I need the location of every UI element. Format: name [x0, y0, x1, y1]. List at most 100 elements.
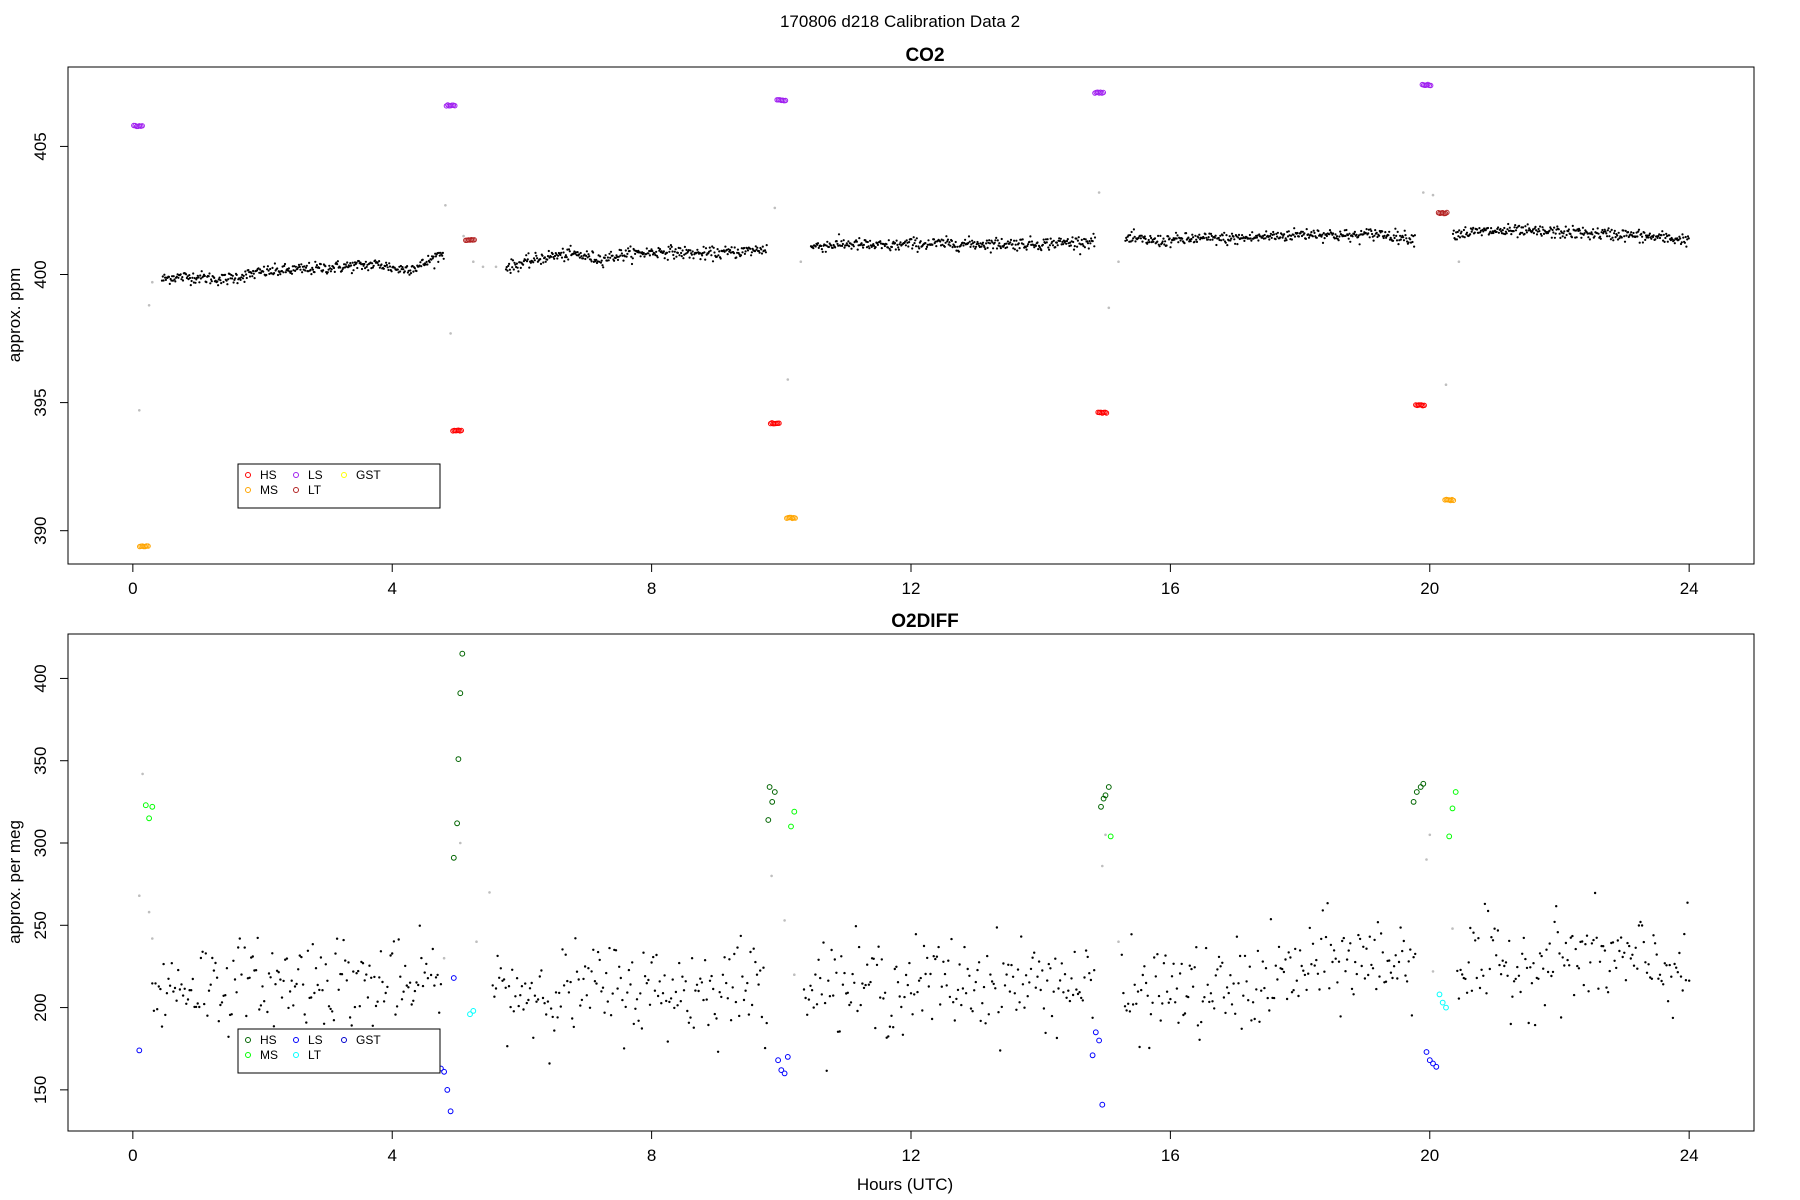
o2diff-sample-point [958, 963, 961, 966]
co2-sample-point [565, 256, 568, 259]
co2-sample-point [1185, 232, 1188, 235]
o2diff-sample-point [1191, 985, 1195, 988]
o2diff-sample-point [969, 1007, 973, 1010]
o2diff-sample-point [815, 1003, 819, 1006]
o2diff-sample-point [373, 975, 376, 979]
o2diff-sample-point [1577, 967, 1581, 970]
o2diff-sample-point [160, 1025, 164, 1028]
o2diff-sample-point [1260, 989, 1263, 992]
o2diff-sample-point [979, 1019, 982, 1023]
co2-sample-point [998, 242, 1001, 245]
co2-transition-point [151, 280, 154, 284]
co2-sample-point [1588, 238, 1591, 241]
co2-sample-point [434, 255, 437, 258]
co2-sample-point [1407, 241, 1410, 244]
o2diff-sample-point [853, 981, 856, 984]
o2diff-sample-point [856, 1009, 859, 1013]
co2-sample-point [385, 263, 388, 267]
co2-sample-point [1561, 235, 1564, 238]
co2-sample-point [718, 250, 721, 253]
o2diff-sample-point [1572, 993, 1576, 997]
co2-sample-point [1528, 227, 1531, 230]
co2-transition-point [1457, 260, 1461, 264]
co2-sample-point [181, 279, 185, 282]
co2-sample-point [160, 279, 164, 282]
o2diff-sample-point [1341, 939, 1344, 943]
co2-sample-point [1083, 246, 1086, 249]
o2diff-calibration-point-hs [1410, 799, 1417, 805]
co2-sample-point [842, 239, 845, 242]
o2diff-sample-point [606, 1000, 609, 1003]
o2diff-sample-point [763, 1046, 767, 1050]
o2diff-sample-point [1049, 967, 1052, 970]
co2-sample-point [831, 246, 834, 249]
co2-sample-point [917, 245, 920, 248]
o2diff-sample-point [645, 982, 648, 985]
o2diff-sample-point [1666, 1000, 1670, 1003]
co2-sample-point [1654, 238, 1657, 241]
o2diff-sample-point [313, 991, 316, 995]
co2-sample-point [645, 247, 648, 250]
co2-sample-point [995, 247, 999, 250]
co2-sample-point [1264, 237, 1267, 240]
o2diff-sample-point [752, 947, 755, 950]
o2diff-sample-point [994, 987, 997, 990]
o2diff-sample-point [319, 956, 323, 959]
o2diff-sample-point [1624, 979, 1628, 982]
co2-sample-point [1131, 239, 1134, 242]
co2-sample-point [683, 245, 687, 248]
o2diff-sample-point [1365, 947, 1368, 950]
co2-sample-point [991, 241, 994, 244]
co2-sample-point [589, 258, 592, 261]
co2-sample-point [1249, 237, 1252, 240]
o2diff-sample-point [1495, 954, 1498, 957]
o2diff-transition-point [138, 894, 141, 897]
co2-sample-point [586, 256, 589, 259]
o2diff-sample-point [804, 996, 807, 1000]
co2-sample-point [174, 280, 177, 283]
co2-y-tick-label: 390 [31, 517, 50, 545]
o2diff-sample-point [256, 936, 259, 940]
o2diff-sample-point [509, 1005, 512, 1009]
o2diff-sample-point [1133, 983, 1136, 986]
co2-sample-point [253, 277, 256, 280]
o2diff-x-axis: 0 4 8 12 16 20 24 [128, 1130, 1699, 1165]
co2-sample-point [515, 262, 519, 265]
co2-sample-point [754, 245, 757, 248]
co2-sample-point [1042, 238, 1045, 241]
co2-sample-point [579, 251, 582, 255]
o2diff-sample-point [943, 972, 947, 976]
co2-sample-point [1152, 240, 1155, 243]
co2-sample-point [556, 257, 559, 260]
co2-sample-point [1214, 234, 1217, 237]
o2diff-sample-point [1640, 924, 1644, 927]
co2-sample-point [967, 241, 970, 245]
o2diff-sample-point [648, 1003, 652, 1006]
co2-sample-point [743, 252, 747, 255]
co2-sample-point [1209, 232, 1213, 235]
o2diff-transition-point [1117, 940, 1120, 943]
o2diff-sample-point [1217, 955, 1221, 959]
co2-sample-point [1162, 237, 1165, 240]
o2diff-sample-point [1002, 962, 1005, 965]
o2diff-sample-point [1225, 986, 1229, 989]
co2-sample-point [1144, 237, 1147, 240]
o2diff-sample-point [301, 983, 305, 986]
co2-sample-point [294, 265, 297, 268]
o2diff-sample-point [1303, 973, 1307, 977]
o2diff-sample-point [248, 976, 251, 979]
o2diff-sample-point [272, 1025, 276, 1028]
co2-sample-point [949, 244, 952, 247]
co2-sample-point [1276, 231, 1279, 234]
co2-sample-point [1077, 236, 1080, 239]
co2-sample-point [181, 276, 184, 279]
co2-legend-label-lt: LT [308, 483, 322, 497]
co2-sample-point [662, 250, 666, 253]
co2-sample-point [679, 247, 682, 250]
co2-sample-point [1596, 227, 1599, 230]
o2diff-sample-point [1323, 970, 1326, 973]
o2diff-sample-point [1550, 974, 1553, 978]
co2-transition-point [1107, 306, 1111, 310]
o2diff-sample-point [874, 1026, 877, 1030]
o2diff-sample-point [186, 998, 190, 1001]
